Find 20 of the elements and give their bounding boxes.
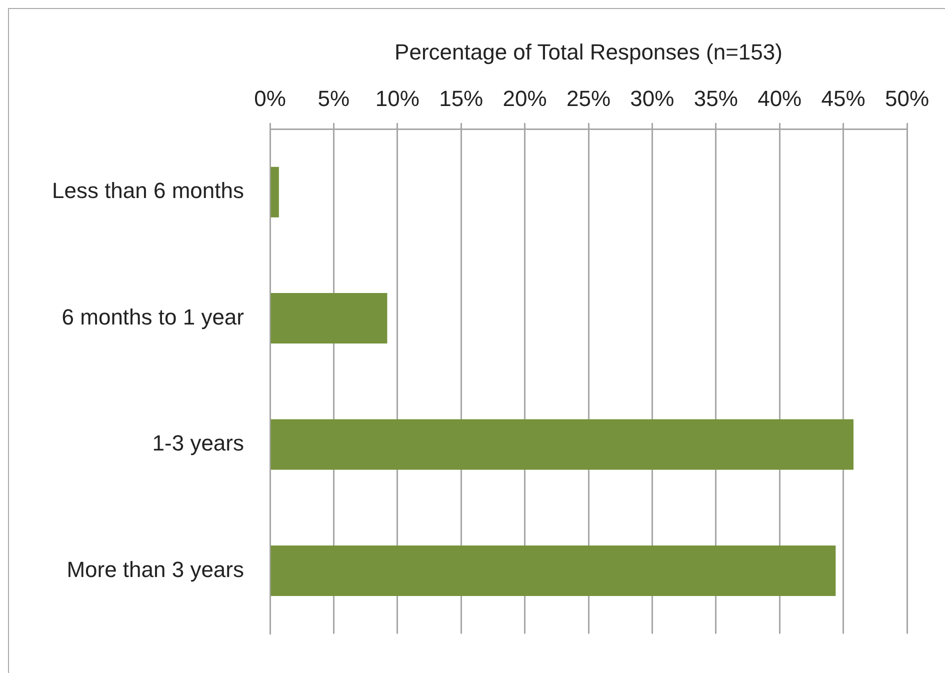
x-tick-label: 50% xyxy=(884,86,930,111)
y-tick-label: Less than 6 months xyxy=(52,178,244,204)
x-tick-label: 10% xyxy=(375,86,420,111)
bar xyxy=(270,293,388,344)
x-tick-label: 45% xyxy=(821,86,866,111)
bar xyxy=(270,545,836,596)
x-tick-label: 0% xyxy=(254,86,286,111)
bar xyxy=(270,166,279,218)
x-tick-label: 40% xyxy=(758,86,802,111)
bar xyxy=(270,419,854,470)
x-tick-label: 20% xyxy=(502,86,547,111)
x-tick-label: 30% xyxy=(630,86,674,111)
y-tick-label: 1-3 years xyxy=(152,430,244,456)
x-tick-label: 15% xyxy=(439,86,484,111)
x-axis-title: Percentage of Total Responses (n=153) xyxy=(394,39,782,64)
x-tick-label: 5% xyxy=(318,86,350,111)
x-tick-label: 35% xyxy=(694,86,738,111)
y-tick-label: More than 3 years xyxy=(66,556,244,582)
x-tick-label: 25% xyxy=(566,86,611,111)
y-tick-label: 6 months to 1 year xyxy=(62,304,244,330)
